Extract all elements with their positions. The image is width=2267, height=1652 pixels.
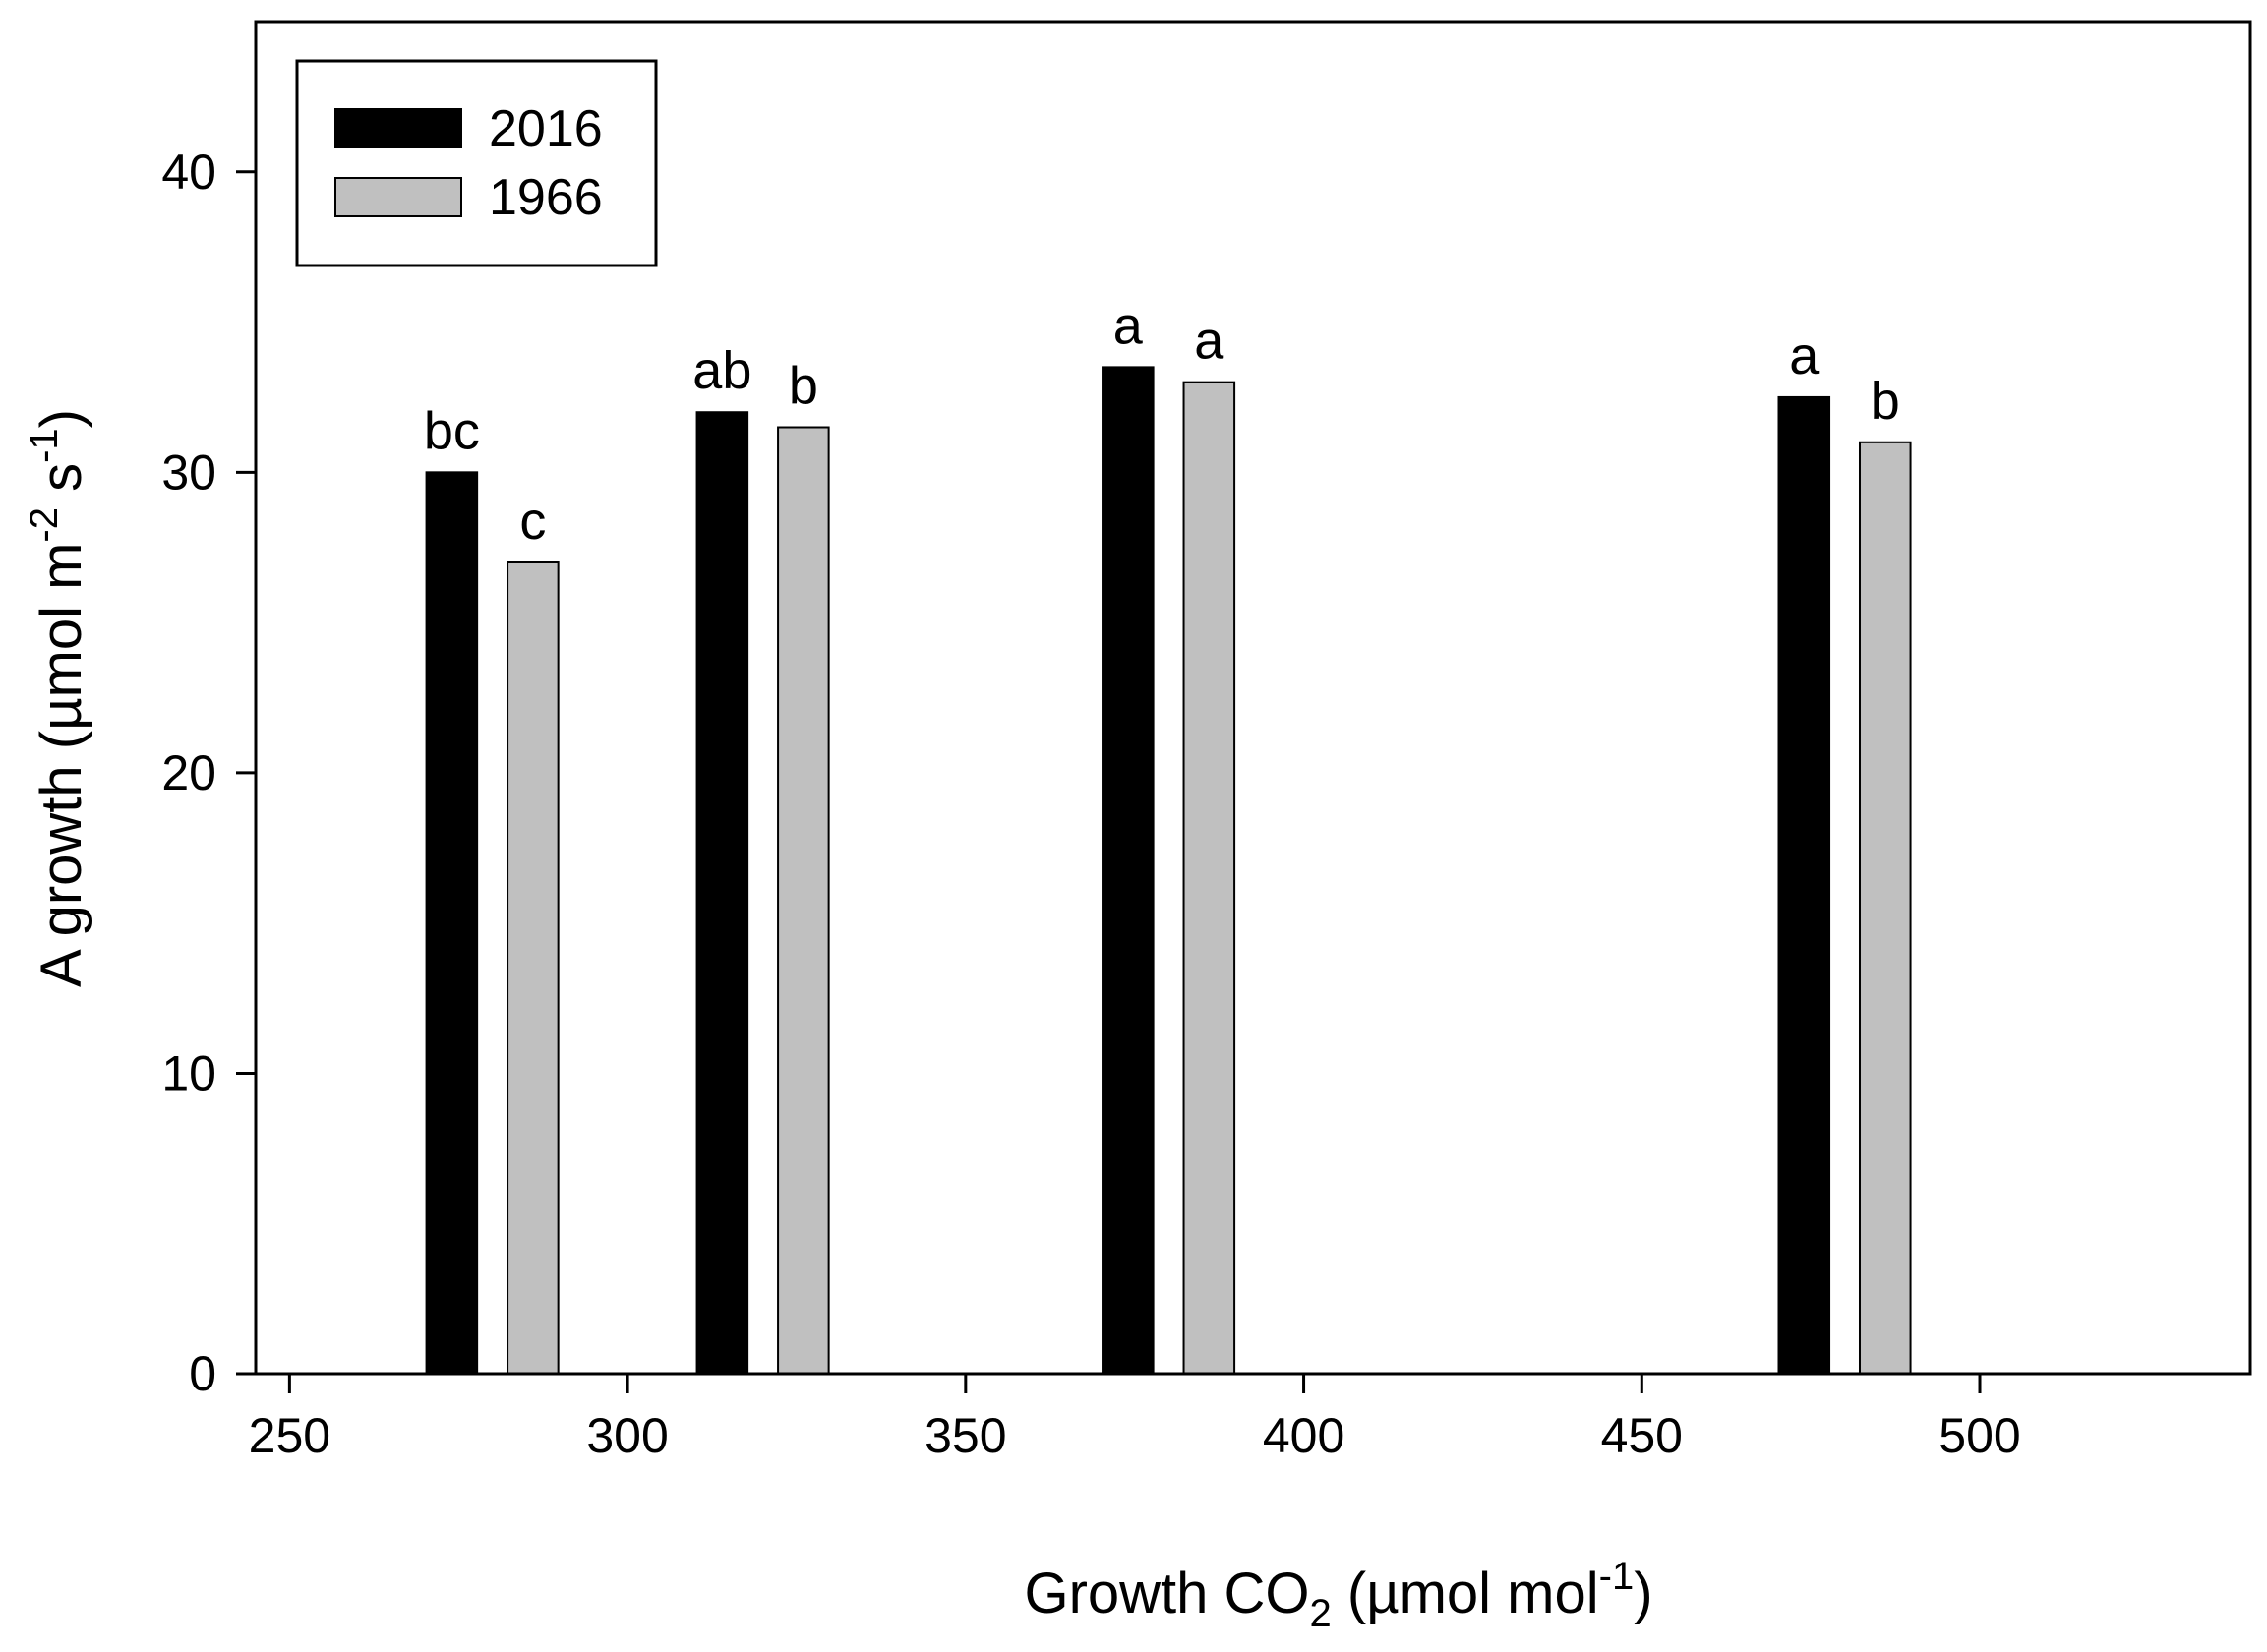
legend-label-2016: 2016 — [489, 100, 603, 157]
legend-label-1966: 1966 — [489, 169, 603, 226]
bar-1966-486 — [1858, 441, 1912, 1375]
bar-1966-386 — [1182, 381, 1236, 1375]
legend-swatch-2016 — [334, 108, 462, 148]
legend-box — [295, 59, 658, 267]
x-tick-label: 350 — [925, 1408, 1006, 1463]
significance-label: a — [1194, 312, 1224, 371]
bar-2016-374 — [1102, 366, 1155, 1375]
bar-2016-314 — [695, 411, 749, 1375]
y-tick-label: 30 — [161, 444, 216, 500]
x-tick-label: 300 — [586, 1408, 668, 1463]
significance-label: ab — [692, 341, 751, 400]
y-tick-label: 20 — [161, 745, 216, 800]
y-tick-label: 10 — [161, 1045, 216, 1100]
x-tick-label: 450 — [1601, 1408, 1683, 1463]
bar-1966-286 — [507, 561, 560, 1375]
x-tick-label: 400 — [1263, 1408, 1344, 1463]
x-axis-title: Growth CO2 (µmol mol-1) — [1024, 1555, 1652, 1635]
y-axis-ticks: 0 10 20 30 40 — [161, 145, 256, 1401]
significance-label: bc — [424, 401, 480, 460]
plot-frame — [254, 20, 2252, 1376]
legend-swatch-1966 — [334, 177, 462, 217]
x-axis-ticks: 250 300 350 400 450 500 — [249, 1374, 2021, 1463]
legend: 2016 1966 — [295, 59, 658, 267]
y-axis-title: A growth (µmol m-2 s-1) — [23, 409, 93, 987]
significance-label: a — [1789, 326, 1820, 385]
significance-label: b — [1871, 372, 1900, 431]
y-tick-label: 40 — [161, 145, 216, 200]
significance-label: c — [519, 492, 546, 551]
significance-label: b — [789, 357, 818, 416]
x-tick-label: 250 — [249, 1408, 330, 1463]
bar-2016-274 — [425, 471, 479, 1376]
x-tick-label: 500 — [1939, 1408, 2020, 1463]
significance-label: a — [1113, 296, 1144, 355]
bar-1966-326 — [777, 426, 830, 1375]
bar-2016-474 — [1777, 395, 1831, 1375]
y-tick-label: 0 — [189, 1346, 216, 1401]
